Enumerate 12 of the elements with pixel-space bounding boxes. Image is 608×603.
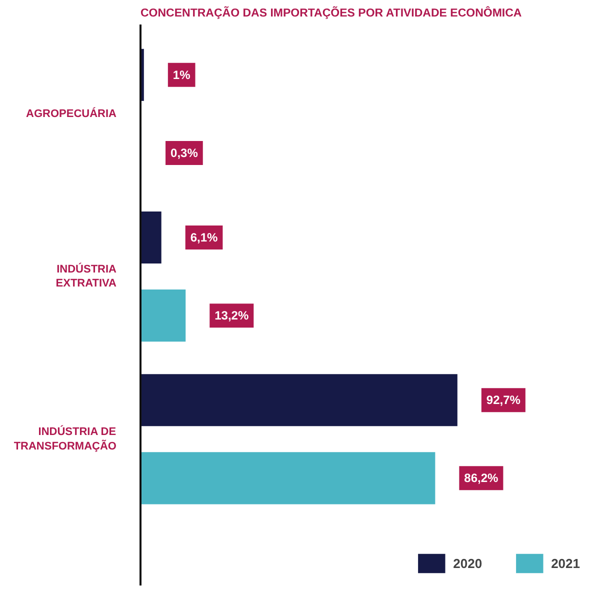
data-label: 6,1% <box>190 230 218 245</box>
chart-title: CONCENTRAÇÃO DAS IMPORTAÇÕES POR ATIVIDADE ECONÔMICA <box>140 6 522 20</box>
data-label: 92,7% <box>486 393 521 408</box>
data-label: 86,2% <box>464 471 499 486</box>
y-tick-label: INDÚSTRIA DE TRANSFORMAÇÃO <box>14 424 117 452</box>
data-label: 1% <box>172 68 191 82</box>
legend-label: 2021 <box>551 556 580 570</box>
y-tick-label: INDÚSTRIA EXTRATIVA <box>56 262 117 290</box>
data-label: 0,3% <box>170 146 198 160</box>
data-label: 13,2% <box>214 308 249 323</box>
legend-label: 2020 <box>453 556 482 570</box>
y-tick-label: AGROPECUÁRIA <box>26 106 117 120</box>
